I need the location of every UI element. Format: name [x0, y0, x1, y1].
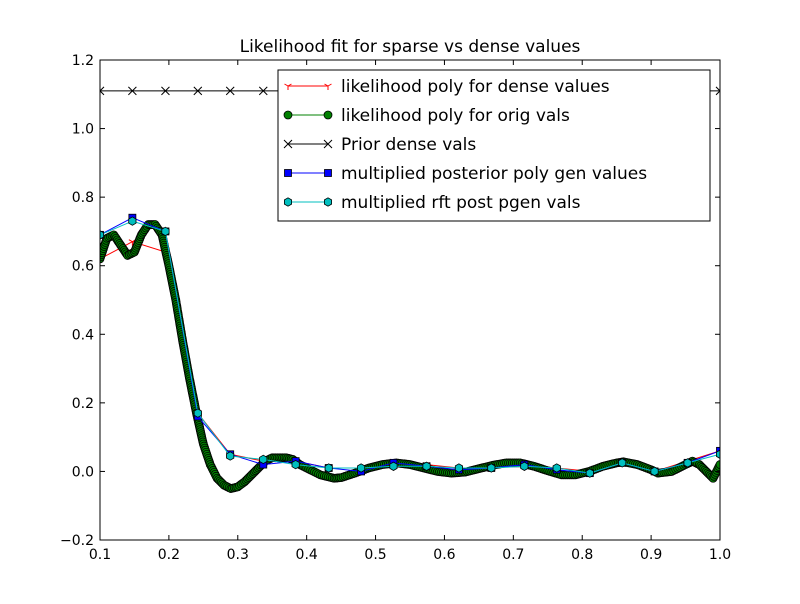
- legend-marker: [324, 83, 332, 90]
- y-tick-label: 1.2: [72, 53, 94, 69]
- data-point: [193, 408, 202, 418]
- legend-marker: [284, 83, 292, 90]
- legend-item: multiplied posterior poly gen values: [284, 164, 647, 184]
- data-point: [715, 460, 720, 469]
- data-point: [259, 454, 268, 465]
- x-tick-label: 1.0: [709, 547, 731, 563]
- legend-marker: [323, 110, 333, 120]
- data-point: [128, 216, 137, 226]
- data-point: [161, 226, 170, 237]
- legend: likelihood poly for dense values likeliho…: [277, 69, 711, 222]
- data-point: [618, 458, 627, 468]
- y-tick-label: 0.0: [72, 464, 94, 480]
- legend-label: multiplied posterior poly gen values: [341, 164, 647, 184]
- plot-frame: [99, 59, 721, 541]
- x-tick-label: 0.4: [296, 547, 318, 563]
- data-point: [422, 461, 431, 471]
- data-point: [357, 463, 366, 473]
- legend-label: Prior dense vals: [341, 135, 476, 155]
- legend-marker: [284, 169, 292, 177]
- data-point: [454, 463, 463, 473]
- data-point: [193, 86, 203, 96]
- y-tick-label: 1.0: [72, 122, 94, 138]
- x-tick-label: 0.7: [502, 547, 524, 563]
- y-tick-label: 0.4: [72, 327, 94, 343]
- data-point: [226, 451, 235, 461]
- data-point: [128, 86, 137, 96]
- data-point: [585, 468, 594, 478]
- y-tick-label: 0.6: [72, 259, 94, 275]
- legend-label: likelihood poly for orig vals: [341, 106, 570, 126]
- x-tick-label: 0.1: [89, 547, 111, 563]
- legend-label: multiplied rft post pgen vals: [341, 193, 581, 213]
- legend-box: [277, 69, 711, 222]
- legend-marker: [323, 139, 333, 149]
- data-point: [650, 466, 659, 477]
- data-point: [100, 230, 104, 240]
- axes-layer: 0.1 0.2 0.3 0.4 0.5 0.6 0.7 0.8 0.9 1.0 −0.2 0.0 0.2…: [60, 53, 731, 563]
- series-layer: [100, 86, 720, 493]
- legend-marker: [283, 139, 293, 149]
- y-tick-label: 0.2: [72, 396, 94, 412]
- data-point: [487, 463, 496, 473]
- x-tick-label: 0.2: [158, 547, 180, 563]
- data-point: [161, 86, 170, 96]
- data-point: [258, 86, 268, 96]
- x-tick-label: 0.3: [227, 547, 249, 563]
- x-tick-label: 0.8: [571, 547, 593, 563]
- series-line: [100, 220, 720, 474]
- chart-title: Likelihood fit for sparse vs dense value…: [240, 37, 581, 57]
- data-point: [225, 86, 235, 96]
- data-point: [389, 461, 398, 471]
- x-tick-label: 0.6: [433, 547, 455, 563]
- legend-label: likelihood poly for dense values: [341, 77, 610, 97]
- legend-marker: [324, 169, 332, 177]
- data-point: [520, 461, 529, 471]
- data-point: [715, 86, 720, 96]
- data-point: [100, 86, 105, 96]
- x-tick-label: 0.5: [364, 547, 386, 563]
- legend-item: likelihood poly for orig vals: [283, 106, 570, 126]
- data-point: [716, 449, 720, 459]
- legend-marker: [323, 197, 333, 207]
- legend-item: multiplied rft post pgen vals: [283, 193, 581, 213]
- legend-item: likelihood poly for dense values: [284, 77, 610, 97]
- legend-marker: [283, 197, 293, 207]
- series-4: [100, 216, 720, 478]
- data-point: [324, 463, 333, 473]
- y-tick-label: 0.8: [72, 190, 94, 206]
- data-point: [683, 458, 692, 468]
- data-point: [291, 459, 300, 470]
- y-tick-label: −0.2: [60, 533, 94, 549]
- data-point: [552, 463, 561, 473]
- legend-marker: [283, 110, 293, 120]
- x-tick-label: 0.9: [640, 547, 662, 563]
- legend-item: Prior dense vals: [283, 135, 476, 155]
